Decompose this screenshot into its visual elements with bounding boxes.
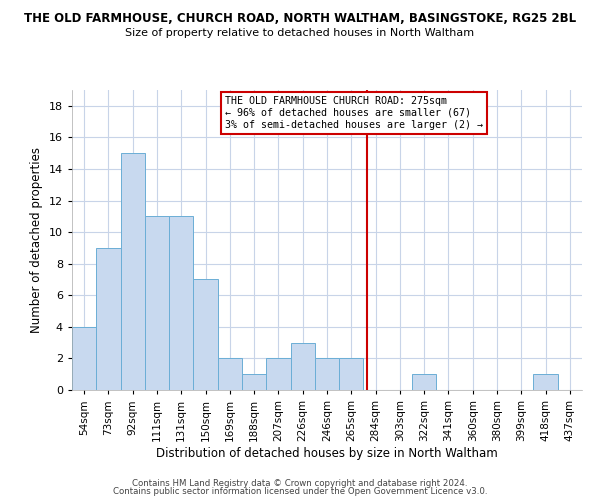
Text: Contains public sector information licensed under the Open Government Licence v3: Contains public sector information licen… xyxy=(113,487,487,496)
Text: THE OLD FARMHOUSE, CHURCH ROAD, NORTH WALTHAM, BASINGSTOKE, RG25 2BL: THE OLD FARMHOUSE, CHURCH ROAD, NORTH WA… xyxy=(24,12,576,26)
Bar xyxy=(266,358,290,390)
Bar xyxy=(193,280,218,390)
Text: Contains HM Land Registry data © Crown copyright and database right 2024.: Contains HM Land Registry data © Crown c… xyxy=(132,478,468,488)
Bar xyxy=(242,374,266,390)
Bar xyxy=(72,327,96,390)
Bar xyxy=(315,358,339,390)
Bar xyxy=(533,374,558,390)
Bar xyxy=(290,342,315,390)
Bar xyxy=(218,358,242,390)
Bar xyxy=(121,153,145,390)
Text: Size of property relative to detached houses in North Waltham: Size of property relative to detached ho… xyxy=(125,28,475,38)
Bar xyxy=(169,216,193,390)
X-axis label: Distribution of detached houses by size in North Waltham: Distribution of detached houses by size … xyxy=(156,446,498,460)
Bar xyxy=(339,358,364,390)
Bar xyxy=(145,216,169,390)
Bar xyxy=(96,248,121,390)
Text: THE OLD FARMHOUSE CHURCH ROAD: 275sqm
← 96% of detached houses are smaller (67)
: THE OLD FARMHOUSE CHURCH ROAD: 275sqm ← … xyxy=(225,96,483,130)
Y-axis label: Number of detached properties: Number of detached properties xyxy=(30,147,43,333)
Bar xyxy=(412,374,436,390)
